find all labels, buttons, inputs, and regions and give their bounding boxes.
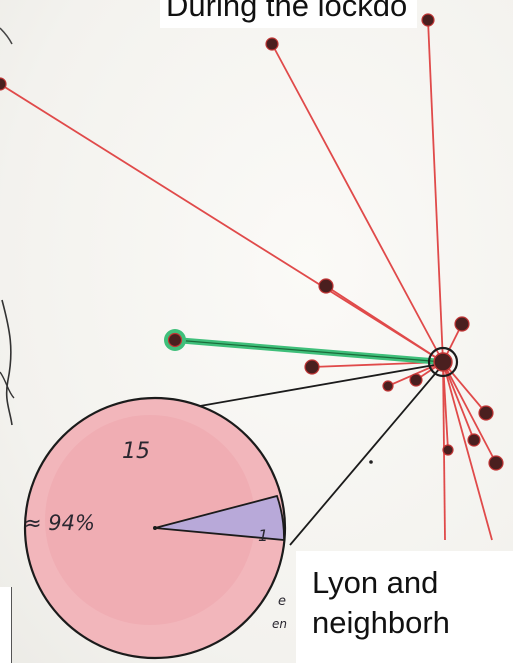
connection-lines (0, 19, 497, 541)
pencil-stroke (1, 299, 13, 426)
node-dots (0, 13, 504, 471)
pie-connector (289, 367, 441, 546)
pie-chart (23, 396, 287, 660)
location-caption-line-2: neighborh (312, 605, 450, 640)
pie-connector (199, 363, 441, 407)
pencil-stroke (0, 27, 13, 45)
faint-handwriting: e (278, 594, 286, 609)
pie-minor-count: 1 (258, 526, 268, 545)
pie-major-count: 15 (122, 439, 150, 464)
pie-minor-slice (154, 494, 285, 541)
title-text: During the lockdo (166, 0, 408, 23)
bottom-left-box (0, 587, 12, 663)
hub-node (427, 346, 459, 378)
location-caption-line-1: Lyon and (312, 565, 439, 600)
green-link-core (174, 339, 444, 363)
location-caption: Lyon and neighborh (296, 551, 513, 663)
title-caption: During the lockdo (160, 0, 418, 28)
faint-handwriting: en (272, 617, 287, 631)
stray-dot (369, 460, 373, 464)
pencil-stroke (0, 371, 15, 399)
pie-percent-label: ≈ 94% (24, 511, 95, 535)
